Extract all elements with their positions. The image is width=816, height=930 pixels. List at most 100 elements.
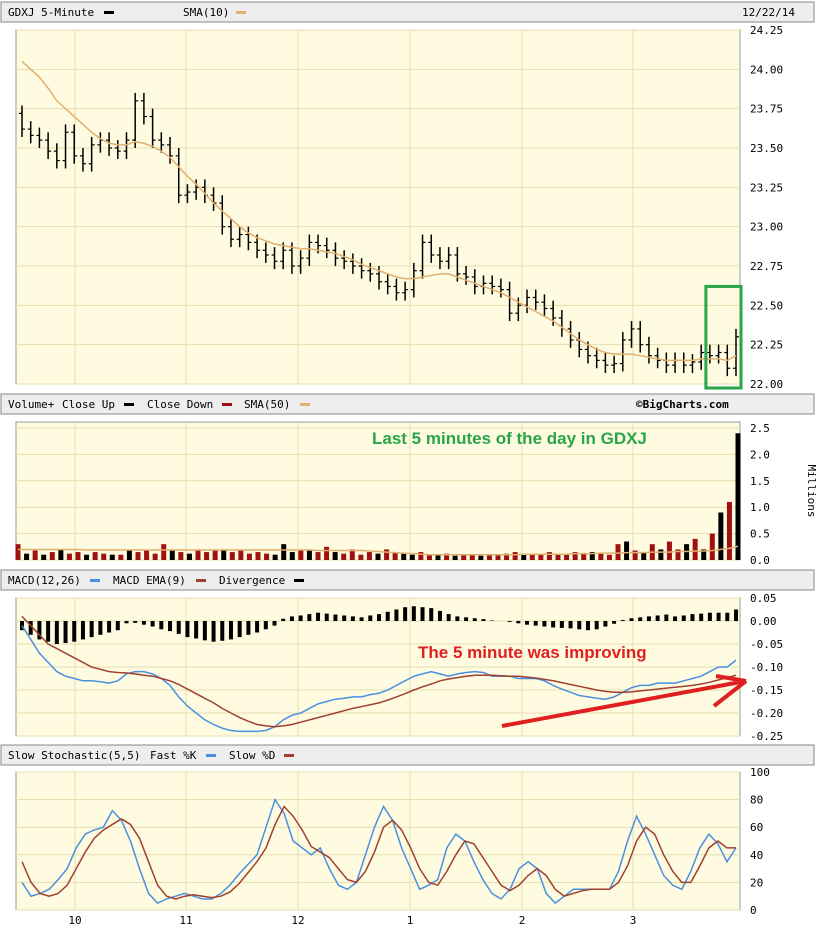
volume-bar-71 bbox=[624, 541, 630, 560]
volume-bar-59 bbox=[521, 553, 527, 560]
divergence-bar-43 bbox=[394, 609, 399, 621]
red-arrow bbox=[501, 674, 748, 728]
volume-bar-31 bbox=[281, 544, 287, 560]
volume-bar-18 bbox=[169, 549, 175, 560]
divergence-bar-69 bbox=[620, 620, 625, 621]
volume-bar-45 bbox=[401, 553, 407, 560]
macd-y-tick-6: -0.25 bbox=[750, 730, 783, 743]
divergence-bar-35 bbox=[324, 613, 329, 621]
close-up-legend-swatch bbox=[124, 403, 134, 406]
divergence-bar-16 bbox=[159, 621, 164, 630]
volume-bar-67 bbox=[589, 552, 595, 560]
divergence-bar-33 bbox=[307, 614, 312, 621]
volume-bar-83 bbox=[726, 501, 732, 560]
volume-bar-32 bbox=[289, 552, 295, 560]
volume-annotation: Last 5 minutes of the day in GDXJ bbox=[372, 429, 647, 448]
price-header: GDXJ 5-Minute SMA(10) 12/22/14 bbox=[0, 1, 815, 23]
divergence-bar-61 bbox=[551, 621, 556, 628]
stochastic-y-tick-5: 0 bbox=[750, 904, 757, 917]
x-tick-3: 1 bbox=[407, 914, 414, 927]
divergence-bar-22 bbox=[211, 621, 216, 642]
volume-sma50-line bbox=[18, 545, 739, 556]
divergence-bar-11 bbox=[115, 621, 120, 631]
sma50-legend-swatch bbox=[300, 403, 310, 406]
macd-line bbox=[21, 625, 737, 733]
price-panel bbox=[15, 29, 741, 385]
stochastic-y-tick-1: 80 bbox=[750, 794, 763, 807]
divergence-bar-31 bbox=[289, 616, 294, 621]
volume-bar-76 bbox=[666, 541, 672, 560]
volume-bar-6 bbox=[66, 553, 72, 560]
volume-bar-1 bbox=[24, 553, 30, 560]
volume-header-bar bbox=[0, 393, 815, 415]
volume-bar-72 bbox=[632, 550, 638, 560]
macd-ema-line bbox=[21, 615, 737, 728]
volume-bar-64 bbox=[564, 554, 570, 560]
axis-labels: 24.2524.0023.7523.5023.2523.0022.7522.50… bbox=[68, 24, 783, 927]
volume-bar-49 bbox=[435, 554, 441, 560]
price-highlight-box bbox=[704, 284, 743, 390]
volume-bar-14 bbox=[135, 552, 141, 560]
macd-ema-legend-swatch bbox=[196, 579, 206, 582]
volume-bar-61 bbox=[538, 554, 544, 560]
volume-bar-53 bbox=[469, 554, 475, 560]
divergence-bar-75 bbox=[673, 616, 678, 621]
divergence-legend-label: Divergence bbox=[219, 574, 285, 587]
close-down-legend-label: Close Down bbox=[147, 398, 213, 411]
volume-bar-41 bbox=[366, 552, 372, 560]
volume-bar-43 bbox=[384, 549, 390, 560]
volume-bar-4 bbox=[49, 552, 55, 560]
divergence-bar-45 bbox=[411, 606, 416, 621]
volume-y-tick-4: 0.5 bbox=[750, 528, 770, 541]
volume-bar-5 bbox=[58, 549, 64, 560]
divergence-bar-39 bbox=[359, 617, 364, 621]
red-arrow-shaft bbox=[501, 679, 747, 728]
macd-series bbox=[20, 606, 738, 733]
divergence-bar-28 bbox=[263, 621, 268, 630]
divergence-bar-1 bbox=[28, 621, 33, 635]
divergence-bar-9 bbox=[98, 621, 103, 635]
price-y-tick-0: 24.25 bbox=[750, 24, 783, 37]
volume-bar-54 bbox=[478, 555, 484, 560]
divergence-bar-8 bbox=[89, 621, 94, 638]
price-y-tick-9: 22.00 bbox=[750, 378, 783, 391]
divergence-bar-15 bbox=[150, 621, 155, 627]
volume-bar-7 bbox=[75, 552, 81, 560]
divergence-bar-12 bbox=[124, 621, 129, 624]
volume-bar-27 bbox=[246, 553, 252, 560]
slow-d-legend-swatch bbox=[284, 754, 294, 757]
volume-bar-11 bbox=[109, 554, 115, 560]
stochastic-y-tick-3: 40 bbox=[750, 849, 763, 862]
volume-bar-15 bbox=[144, 550, 150, 560]
volume-bar-69 bbox=[606, 554, 612, 560]
macd-legend-swatch bbox=[90, 579, 100, 582]
divergence-bar-82 bbox=[734, 609, 738, 621]
volume-bar-24 bbox=[221, 549, 227, 560]
divergence-bar-70 bbox=[629, 618, 634, 621]
volume-bar-23 bbox=[212, 550, 218, 560]
divergence-bar-71 bbox=[638, 617, 643, 621]
volume-header-label: Volume+ bbox=[8, 398, 55, 411]
price-header-label: GDXJ 5-Minute bbox=[8, 6, 94, 19]
x-tick-1: 11 bbox=[179, 914, 192, 927]
volume-bar-33 bbox=[298, 549, 304, 560]
volume-bar-21 bbox=[195, 549, 201, 560]
divergence-bar-49 bbox=[446, 614, 451, 621]
divergence-bar-4 bbox=[54, 621, 59, 644]
volume-bar-19 bbox=[178, 552, 184, 560]
divergence-bar-41 bbox=[377, 614, 381, 621]
divergence-bar-6 bbox=[72, 621, 77, 642]
divergence-bar-10 bbox=[107, 621, 112, 633]
volume-header: Volume+ Close Up Close Down SMA(50) ©Big… bbox=[0, 393, 815, 415]
price-y-tick-8: 22.25 bbox=[750, 339, 783, 352]
sma10-legend-label: SMA(10) bbox=[183, 6, 229, 19]
divergence-bar-14 bbox=[141, 621, 146, 625]
volume-bar-34 bbox=[306, 550, 312, 560]
volume-bar-70 bbox=[615, 544, 621, 560]
stochastic-slow-d-line bbox=[21, 805, 736, 900]
divergence-bar-68 bbox=[612, 621, 617, 624]
macd-y-tick-4: -0.15 bbox=[750, 684, 783, 697]
volume-bar-80 bbox=[701, 549, 707, 560]
watermark: ©BigCharts.com bbox=[636, 398, 729, 411]
divergence-legend-swatch bbox=[294, 579, 304, 582]
